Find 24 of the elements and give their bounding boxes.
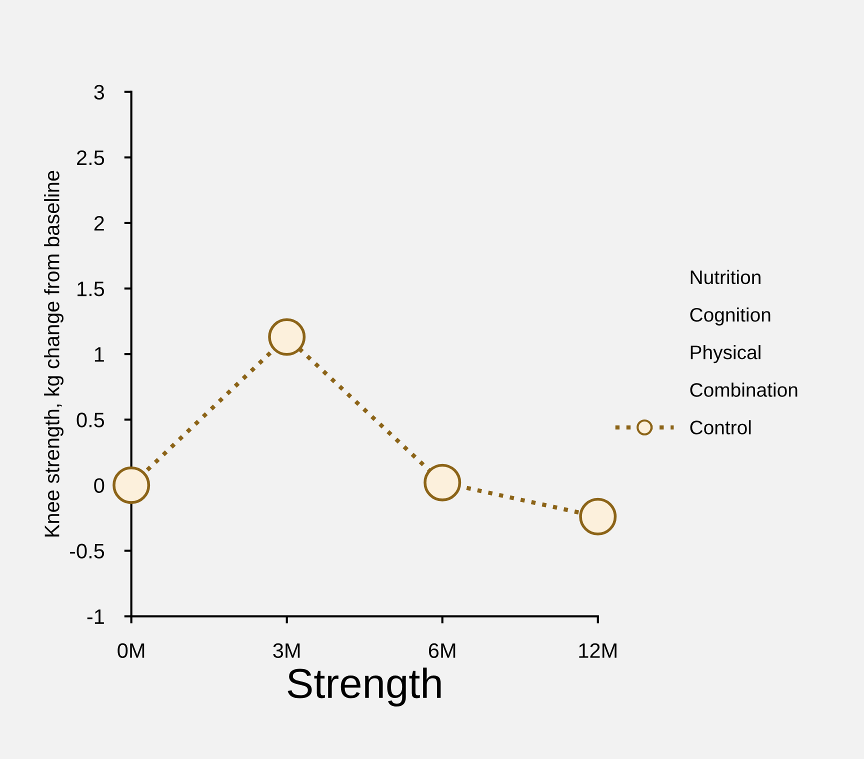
text: Combination [690, 382, 798, 397]
y-tick-label: -1 [87, 610, 104, 624]
y-tick-label: 1.5 [78, 282, 104, 296]
y-tick-label: 3 [94, 84, 104, 100]
x-tick-label: 12M [579, 643, 616, 658]
text: Nutrition [690, 270, 760, 284]
x-tick-label: 0M [118, 643, 144, 658]
y-tick-label: -0.5 [70, 544, 104, 559]
y-axis-title: Knee strength, kg change from baseline [44, 170, 64, 536]
text: Cognition [690, 307, 770, 326]
y-tick-label: 2 [94, 216, 104, 231]
text: Physical [690, 345, 760, 364]
point [424, 464, 462, 502]
point [579, 498, 617, 536]
x-axis-title: Strength [288, 668, 441, 707]
y-tick-label: 2.5 [77, 150, 104, 166]
point [268, 318, 306, 356]
y-tick-label: 0 [94, 478, 104, 493]
point [112, 466, 150, 504]
x-tick-label: 6M [428, 643, 456, 658]
x-tick-label: 3M [273, 643, 300, 658]
y-tick-label: 0.5 [76, 412, 104, 428]
legend-label: Control [690, 420, 751, 434]
y-tick-label: 1 [94, 347, 104, 362]
